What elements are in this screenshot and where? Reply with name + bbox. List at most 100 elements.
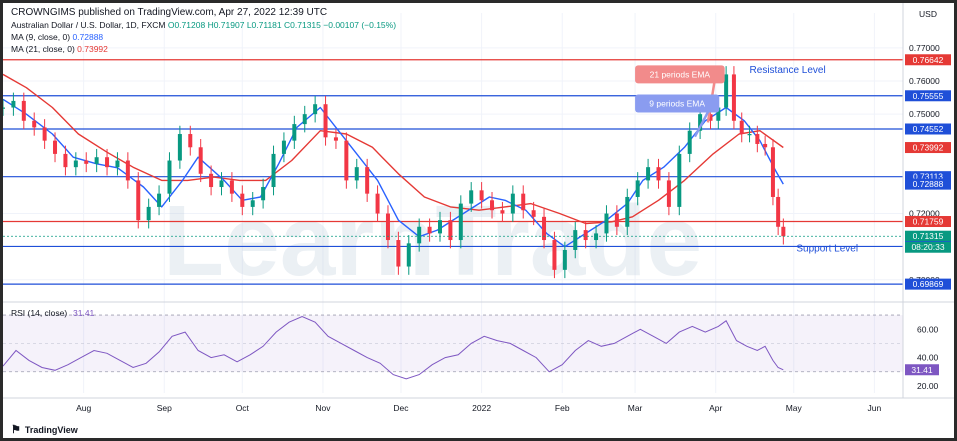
candle-body-8 xyxy=(84,160,89,164)
countdown-tag: 08:20:33 xyxy=(911,242,944,252)
candle-body-19 xyxy=(198,147,203,174)
candle-body-42 xyxy=(437,220,442,234)
candle-body-77 xyxy=(776,196,781,227)
candle-body-76 xyxy=(770,147,775,197)
x-tick-10: Jun xyxy=(868,403,882,413)
axes: USD Aug Sep Oct Nov Dec 2022 Feb Mar Apr May Jun 0.7… xyxy=(3,3,954,413)
ma21-label: MA (21, close, 0) xyxy=(11,44,75,54)
candle-body-35 xyxy=(365,167,370,194)
candle-body-74 xyxy=(755,134,760,144)
candle-body-50 xyxy=(521,193,526,211)
price-tag-bg-1 xyxy=(905,90,951,102)
candle-body-15 xyxy=(157,193,162,207)
price-tag-1: 0.75555 xyxy=(913,91,944,101)
candle-body-39 xyxy=(406,243,411,267)
candle-body-7 xyxy=(73,160,78,168)
candle-body-37 xyxy=(385,213,390,241)
symbol-name: Australian Dollar / U.S. Dollar, 1D, FXC… xyxy=(11,20,166,30)
candle-body-61 xyxy=(635,180,640,197)
x-tick-2: Oct xyxy=(236,403,250,413)
candle-body-10 xyxy=(105,157,110,168)
candle-body-51 xyxy=(531,210,536,217)
ma9-legend[interactable]: MA (9, close, 0) 0.72888 xyxy=(11,32,103,42)
candle-body-66 xyxy=(687,130,692,154)
rsi-y-tick-2: 20.00 xyxy=(917,381,939,391)
price-tag-4: 0.73113 xyxy=(913,172,943,182)
candle-body-43 xyxy=(448,220,453,241)
candle-body-59 xyxy=(614,213,619,227)
price-tag-9: 0.69869 xyxy=(913,279,944,289)
price-tag-0: 0.76642 xyxy=(913,55,944,65)
x-tick-9: May xyxy=(786,403,803,413)
candle-body-16 xyxy=(167,160,172,194)
price-tag-3: 0.73992 xyxy=(913,143,944,153)
ohlc-open: O0.71208 xyxy=(167,20,206,30)
candle-body-5 xyxy=(53,140,58,154)
price-tag-5: 0.72888 xyxy=(913,179,944,189)
candle-body-69 xyxy=(716,107,721,121)
candle-body-22 xyxy=(229,180,234,194)
candle-body-70 xyxy=(724,74,729,108)
candle-body-48 xyxy=(500,210,505,214)
candle-body-57 xyxy=(594,233,599,241)
candle-body-6 xyxy=(63,153,68,168)
price-tag-bg-0 xyxy=(905,54,951,66)
candle-body-25 xyxy=(261,187,266,201)
price-tag-bg-2 xyxy=(905,123,951,135)
candle-body-62 xyxy=(646,167,651,181)
candle-body-45 xyxy=(469,190,474,204)
x-tick-0: Aug xyxy=(76,403,91,413)
candle-body-72 xyxy=(739,120,744,135)
price-tag-2: 0.74552 xyxy=(913,124,944,134)
candle-body-60 xyxy=(625,196,630,227)
candle-body-17 xyxy=(177,134,182,161)
ma9-line xyxy=(3,98,784,248)
ma21-group xyxy=(3,73,784,225)
candle-body-54 xyxy=(562,249,567,270)
annotation-text-3: 9 periods EMA xyxy=(649,99,705,109)
candle-body-38 xyxy=(396,240,401,267)
x-tick-4: Dec xyxy=(393,403,409,413)
y-tick-1: 0.76000 xyxy=(909,76,940,86)
candle-body-26 xyxy=(271,153,276,188)
candle-body-2 xyxy=(21,100,26,121)
annotation-box-3 xyxy=(635,94,720,113)
candle-body-33 xyxy=(344,140,349,181)
chart-frame: LearnTrade Resistance Level Support Level… xyxy=(3,3,954,438)
candle-body-13 xyxy=(136,180,141,221)
annotation-text-2: 21 periods EMA xyxy=(650,69,711,79)
candle-body-52 xyxy=(542,216,547,241)
candle-body-34 xyxy=(354,167,359,181)
candle-body-12 xyxy=(125,160,130,181)
candle-body-14 xyxy=(146,206,151,221)
candle-body-55 xyxy=(573,230,578,250)
candle-body-29 xyxy=(302,114,307,125)
y-tick-3: 0.72000 xyxy=(909,209,940,219)
candle-body-9 xyxy=(94,157,99,164)
price-tags: 0.76642 0.75555 0.74552 0.73992 0.731130.728… xyxy=(905,54,951,376)
candle-body-32 xyxy=(333,137,338,141)
candle-body-49 xyxy=(510,193,515,214)
candle-body-71 xyxy=(731,74,736,121)
rsi-pane: RSI (14, close) 31.41 xyxy=(3,308,903,380)
tradingview-footer[interactable]: ⚑ TradingView xyxy=(11,423,78,436)
price-tag-bg-5 xyxy=(905,178,951,190)
candle-body-64 xyxy=(666,180,671,207)
price-tag-bg-3 xyxy=(905,142,951,154)
horizontal-levels xyxy=(3,59,903,285)
candle-body-31 xyxy=(323,104,328,138)
y-tick-0: 0.77000 xyxy=(909,43,940,53)
ma21-legend[interactable]: MA (21, close, 0) 0.73992 xyxy=(11,44,108,54)
price-tag-bg-9 xyxy=(905,278,951,290)
candle-body-67 xyxy=(698,114,703,131)
candle-body-73 xyxy=(747,134,752,136)
annotations: Resistance Level Support Level 21 periods … xyxy=(635,65,858,255)
currency-label: USD xyxy=(919,9,937,19)
annotation-box-2 xyxy=(635,65,725,84)
rsi-line xyxy=(3,315,784,380)
ohlc-low: L0.71181 xyxy=(246,20,282,30)
symbol-legend: Australian Dollar / U.S. Dollar, 1D, FXC… xyxy=(11,20,396,30)
x-tick-5: 2022 xyxy=(472,403,491,413)
price-tag-bg-6 xyxy=(905,216,951,228)
